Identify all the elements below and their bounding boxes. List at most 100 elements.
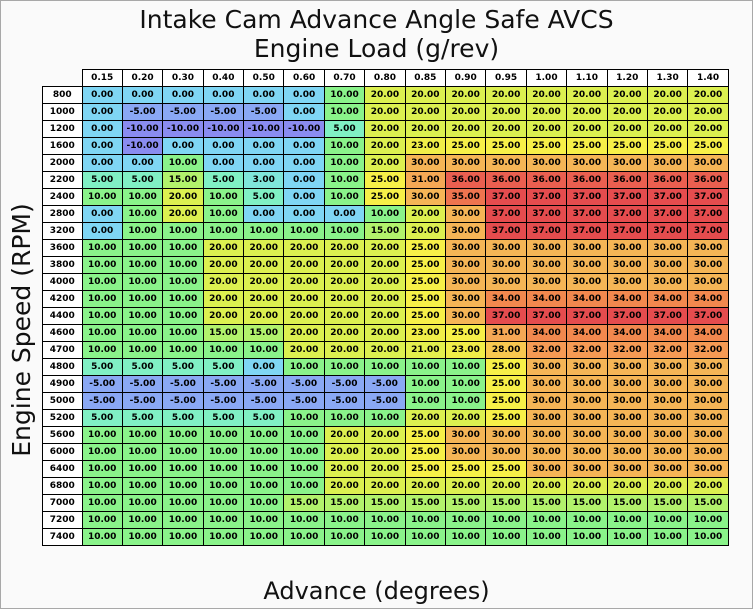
table-cell[interactable]: -10.00	[162, 120, 204, 138]
table-cell[interactable]: 15.00	[646, 494, 689, 512]
table-cell[interactable]: 10.00	[121, 307, 164, 325]
table-cell[interactable]: 30.00	[566, 358, 608, 376]
table-cell[interactable]: 20.00	[202, 307, 245, 325]
table-cell[interactable]: 30.00	[485, 443, 527, 461]
table-cell[interactable]: 10.00	[162, 222, 204, 240]
table-cell[interactable]: -5.00	[202, 375, 245, 393]
table-cell[interactable]: -5.00	[283, 392, 325, 410]
table-cell[interactable]: 10.00	[323, 222, 366, 240]
table-cell[interactable]: 0.00	[283, 86, 325, 104]
table-cell[interactable]: 20.00	[404, 222, 447, 240]
table-cell[interactable]: 10.00	[283, 409, 325, 427]
table-cell[interactable]: 30.00	[445, 222, 487, 240]
table-cell[interactable]: 30.00	[566, 273, 608, 291]
table-cell[interactable]: 25.00	[364, 188, 406, 206]
table-cell[interactable]: 30.00	[646, 358, 689, 376]
table-cell[interactable]: 20.00	[606, 86, 648, 104]
table-cell[interactable]: 10.00	[162, 494, 204, 512]
table-cell[interactable]: 20.00	[283, 273, 325, 291]
table-cell[interactable]: 10.00	[162, 460, 204, 478]
table-cell[interactable]: -10.00	[283, 120, 325, 138]
table-cell[interactable]: 30.00	[606, 460, 648, 478]
table-cell[interactable]: 20.00	[283, 290, 325, 308]
table-cell[interactable]: 30.00	[687, 256, 729, 274]
table-cell[interactable]: 30.00	[687, 239, 729, 257]
table-cell[interactable]: 30.00	[525, 409, 568, 427]
table-cell[interactable]: 20.00	[646, 103, 689, 121]
table-cell[interactable]: 25.00	[364, 171, 406, 189]
table-cell[interactable]: 15.00	[364, 494, 406, 512]
table-cell[interactable]: 5.00	[121, 409, 164, 427]
table-cell[interactable]: 25.00	[687, 137, 729, 155]
table-cell[interactable]: 20.00	[445, 477, 487, 495]
table-cell[interactable]: 37.00	[646, 307, 689, 325]
table-cell[interactable]: -5.00	[81, 392, 123, 410]
table-cell[interactable]: 0.00	[283, 137, 325, 155]
table-cell[interactable]: 10.00	[81, 290, 123, 308]
table-cell[interactable]: -5.00	[162, 103, 204, 121]
table-cell[interactable]: 0.00	[202, 86, 245, 104]
table-cell[interactable]: 15.00	[485, 494, 527, 512]
table-cell[interactable]: 10.00	[162, 477, 204, 495]
table-cell[interactable]: 30.00	[646, 256, 689, 274]
table-cell[interactable]: 20.00	[364, 324, 406, 342]
table-cell[interactable]: 23.00	[445, 341, 487, 359]
table-cell[interactable]: 10.00	[283, 426, 325, 444]
table-cell[interactable]: 25.00	[445, 137, 487, 155]
table-cell[interactable]: 20.00	[323, 324, 366, 342]
table-cell[interactable]: 20.00	[243, 307, 285, 325]
table-cell[interactable]: 37.00	[485, 188, 527, 206]
table-cell[interactable]: -5.00	[283, 375, 325, 393]
table-cell[interactable]: 20.00	[364, 290, 406, 308]
table-cell[interactable]: 30.00	[525, 256, 568, 274]
table-cell[interactable]: 10.00	[202, 511, 245, 529]
table-cell[interactable]: 37.00	[485, 205, 527, 223]
table-cell[interactable]: 30.00	[566, 409, 608, 427]
table-cell[interactable]: 10.00	[323, 154, 366, 172]
table-cell[interactable]: 25.00	[404, 290, 447, 308]
table-cell[interactable]: 20.00	[566, 103, 608, 121]
table-cell[interactable]: 37.00	[606, 205, 648, 223]
table-cell[interactable]: 20.00	[283, 307, 325, 325]
table-cell[interactable]: 30.00	[646, 392, 689, 410]
table-cell[interactable]: 30.00	[606, 392, 648, 410]
table-cell[interactable]: 20.00	[445, 103, 487, 121]
table-cell[interactable]: 10.00	[202, 443, 245, 461]
table-cell[interactable]: 25.00	[485, 409, 527, 427]
table-cell[interactable]: 37.00	[687, 205, 729, 223]
table-cell[interactable]: 34.00	[566, 324, 608, 342]
table-cell[interactable]: 20.00	[323, 341, 366, 359]
table-cell[interactable]: 5.00	[202, 171, 245, 189]
table-cell[interactable]: 20.00	[162, 188, 204, 206]
table-cell[interactable]: -5.00	[162, 375, 204, 393]
table-cell[interactable]: 20.00	[323, 273, 366, 291]
table-cell[interactable]: 10.00	[121, 511, 164, 529]
table-cell[interactable]: 10.00	[525, 511, 568, 529]
table-cell[interactable]: 10.00	[162, 341, 204, 359]
table-cell[interactable]: 20.00	[243, 273, 285, 291]
table-cell[interactable]: 20.00	[323, 307, 366, 325]
table-cell[interactable]: 10.00	[485, 511, 527, 529]
table-cell[interactable]: 10.00	[646, 528, 689, 546]
table-cell[interactable]: 10.00	[121, 188, 164, 206]
table-cell[interactable]: 20.00	[323, 477, 366, 495]
table-cell[interactable]: 20.00	[364, 137, 406, 155]
table-cell[interactable]: 10.00	[606, 511, 648, 529]
table-cell[interactable]: 30.00	[606, 154, 648, 172]
table-cell[interactable]: 34.00	[687, 324, 729, 342]
table-cell[interactable]: -5.00	[81, 375, 123, 393]
table-cell[interactable]: 20.00	[283, 324, 325, 342]
table-cell[interactable]: 0.00	[283, 205, 325, 223]
table-cell[interactable]: 34.00	[646, 290, 689, 308]
table-cell[interactable]: 20.00	[445, 86, 487, 104]
table-cell[interactable]: 30.00	[404, 154, 447, 172]
table-cell[interactable]: 30.00	[445, 307, 487, 325]
table-cell[interactable]: 10.00	[121, 324, 164, 342]
table-cell[interactable]: 30.00	[525, 273, 568, 291]
table-cell[interactable]: 5.00	[81, 171, 123, 189]
table-cell[interactable]: 20.00	[566, 477, 608, 495]
table-cell[interactable]: 10.00	[81, 494, 123, 512]
table-cell[interactable]: 20.00	[606, 120, 648, 138]
table-cell[interactable]: 10.00	[445, 375, 487, 393]
table-cell[interactable]: 0.00	[81, 120, 123, 138]
